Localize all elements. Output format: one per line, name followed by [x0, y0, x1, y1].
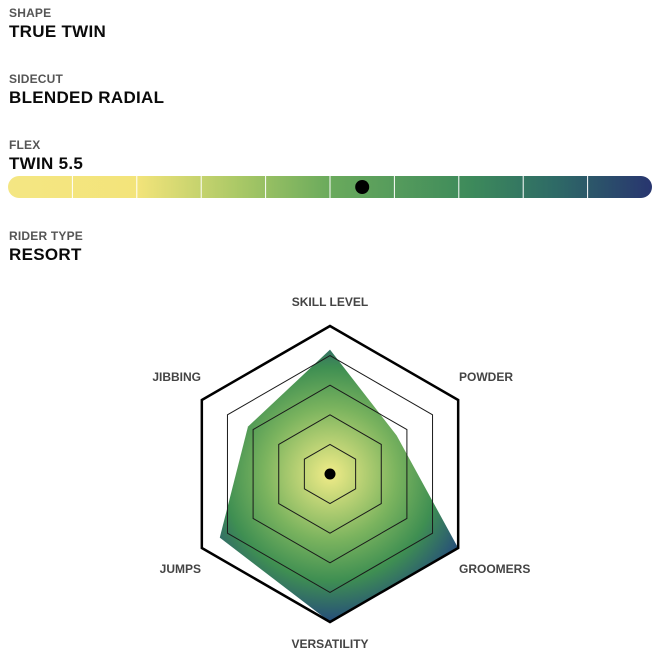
flex-scale-graphic — [8, 176, 652, 198]
radar-axis-label-jumps: JUMPS — [160, 562, 201, 576]
radar-outer-hexagon — [200, 324, 460, 624]
radar-axis-label-skill-level: SKILL LEVEL — [292, 295, 368, 309]
radar-grid-ring — [252, 384, 408, 564]
radar-axis-label-groomers: GROOMERS — [459, 562, 530, 576]
sidecut-label: SIDECUT — [9, 72, 64, 86]
rider-type-label: RIDER TYPE — [9, 229, 84, 243]
shape-value: TRUE TWIN — [9, 22, 107, 41]
radar-axis-label-jibbing: JIBBING — [152, 370, 201, 384]
flex-marker-dot — [355, 180, 370, 194]
radar-center-dot — [324, 468, 336, 480]
sidecut-value: BLENDED RADIAL — [9, 88, 165, 107]
radar-grid-ring — [278, 414, 382, 534]
radar-grid-ring — [226, 355, 434, 593]
flex-value: TWIN 5.5 — [9, 154, 84, 173]
radar-axis-label-versatility: VERSATILITY — [291, 637, 368, 651]
rider-type-value: RESORT — [9, 245, 82, 264]
radar-axis-label-powder: POWDER — [459, 370, 513, 384]
radar-grid-ring — [303, 443, 357, 505]
flex-scale-bar — [8, 176, 652, 198]
flex-label: FLEX — [9, 138, 41, 152]
shape-label: SHAPE — [9, 6, 52, 20]
radar-data-area — [219, 349, 459, 622]
radar-chart: SKILL LEVEL POWDER GROOMERS VERSATILITY JUMP… — [152, 295, 530, 651]
